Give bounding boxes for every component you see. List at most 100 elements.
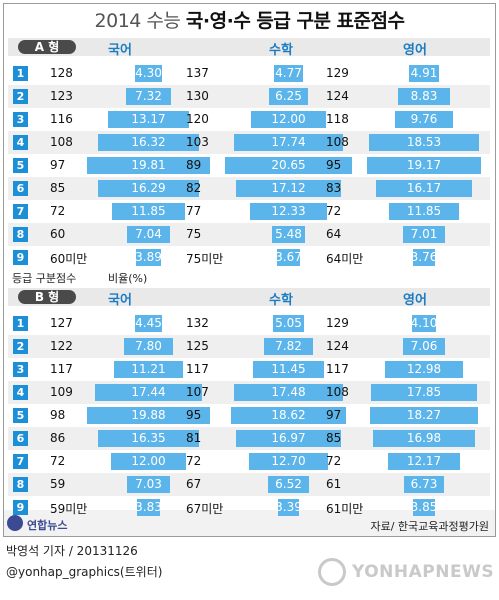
ratio-bar bbox=[366, 157, 482, 174]
grade-badge: 4 bbox=[13, 135, 28, 150]
ratio-label: 7.06 bbox=[410, 339, 438, 353]
grade-badge: 2 bbox=[13, 89, 28, 104]
ratio-label: 7.03 bbox=[135, 477, 162, 491]
cut-score: 122 bbox=[50, 339, 73, 353]
ratio-bar bbox=[236, 430, 341, 447]
ratio-bar bbox=[250, 203, 327, 220]
ratio-label: 18.27 bbox=[406, 408, 442, 422]
table-row: 4 108 16.32 103 17.74 108 18.53 bbox=[8, 131, 490, 154]
ratio-label: 12.70 bbox=[271, 454, 306, 468]
ratio-label: 7.82 bbox=[275, 339, 302, 353]
section-header: B 형 bbox=[8, 288, 490, 306]
table-row: 9 59미만 3.83 67미만 3.39 61미만 3.85 bbox=[8, 496, 490, 519]
cut-score: 97 bbox=[326, 408, 342, 422]
ratio-label: 3.67 bbox=[275, 250, 302, 264]
ratio-bar bbox=[111, 453, 186, 470]
table-row: 7 72 12.00 72 12.70 72 12.17 bbox=[8, 450, 490, 473]
cut-score: 108 bbox=[326, 135, 349, 149]
table-row: 3 117 11.21 117 11.45 117 12.98 bbox=[8, 358, 490, 381]
cut-score: 59미만 bbox=[50, 502, 88, 516]
yonhap-logo-icon bbox=[7, 515, 23, 531]
cut-score: 128 bbox=[50, 66, 73, 80]
ratio-bar bbox=[98, 180, 199, 197]
table-row: 2 122 7.80 125 7.82 124 7.06 bbox=[8, 335, 490, 358]
subject-label: 국어 bbox=[108, 293, 132, 308]
grade-badge: 2 bbox=[13, 339, 28, 354]
ratio-label: 12.00 bbox=[131, 454, 166, 468]
grade-badge: 7 bbox=[13, 454, 28, 469]
cut-score: 108 bbox=[50, 135, 73, 149]
ratio-label: 4.10 bbox=[410, 316, 438, 330]
ratio-label: 12.00 bbox=[271, 112, 306, 126]
ratio-bar bbox=[397, 88, 451, 105]
grade-badge: 6 bbox=[13, 431, 28, 446]
ratio-label: 16.35 bbox=[131, 431, 166, 445]
cut-score: 103 bbox=[186, 135, 209, 149]
ratio-bar bbox=[375, 180, 473, 197]
cut-score: 95 bbox=[326, 158, 342, 172]
cut-score: 85 bbox=[326, 431, 342, 445]
ratio-bar bbox=[368, 134, 480, 151]
ratio-bar bbox=[388, 203, 460, 220]
ratio-label: 17.85 bbox=[406, 385, 442, 399]
ratio-bar bbox=[97, 430, 200, 447]
section-header: A 형 bbox=[8, 38, 490, 56]
ratio-bar bbox=[264, 338, 313, 355]
cut-score: 117 bbox=[326, 362, 349, 376]
ratio-label: 7.01 bbox=[410, 227, 438, 241]
title-bold: 국·영·수 등급 구분 표준점수 bbox=[185, 10, 405, 32]
grade-badge: 4 bbox=[13, 385, 28, 400]
cut-score: 130 bbox=[186, 89, 209, 103]
ratio-label: 6.52 bbox=[275, 477, 302, 491]
ratio-bar bbox=[87, 157, 210, 174]
ratio-bar bbox=[369, 407, 479, 424]
cut-score: 129 bbox=[326, 66, 349, 80]
ratio-label: 16.29 bbox=[131, 181, 166, 195]
ratio-bar bbox=[278, 499, 299, 516]
ratio-bar bbox=[124, 338, 173, 355]
ratio-bar bbox=[126, 476, 171, 493]
table-row: 8 60 7.04 75 5.48 64 7.01 bbox=[8, 223, 490, 246]
ratio-label: 11.45 bbox=[271, 362, 306, 376]
cut-score: 67미만 bbox=[186, 502, 224, 516]
cut-score: 82 bbox=[186, 181, 202, 195]
ratio-label: 16.97 bbox=[271, 431, 306, 445]
cut-score: 89 bbox=[186, 158, 202, 172]
ratio-bar bbox=[111, 203, 186, 220]
cut-score: 109 bbox=[50, 385, 73, 399]
ratio-bar bbox=[277, 249, 300, 266]
table-row: 3 116 13.17 120 12.00 118 9.76 bbox=[8, 108, 490, 131]
ratio-bar bbox=[113, 361, 184, 378]
ratio-bar bbox=[409, 65, 439, 82]
ratio-label: 3.39 bbox=[275, 500, 302, 514]
cut-score: 60 bbox=[50, 227, 66, 241]
cut-score: 125 bbox=[186, 339, 209, 353]
cut-score: 86 bbox=[50, 431, 66, 445]
cut-score: 117 bbox=[186, 362, 209, 376]
cut-score: 108 bbox=[326, 385, 349, 399]
grade-badge: 5 bbox=[13, 158, 28, 173]
ratio-label: 8.83 bbox=[410, 89, 438, 103]
ratio-bar bbox=[394, 111, 454, 128]
ratio-bar bbox=[98, 134, 199, 151]
ratio-label: 7.80 bbox=[135, 339, 162, 353]
table-row: 1 127 4.45 132 5.05 129 4.10 bbox=[8, 312, 490, 335]
ratio-bar bbox=[412, 499, 436, 516]
cut-score: 98 bbox=[50, 408, 66, 422]
grade-badge: 6 bbox=[13, 181, 28, 196]
ratio-label: 12.33 bbox=[271, 204, 306, 218]
cut-score: 137 bbox=[186, 66, 209, 80]
ratio-label: 7.32 bbox=[135, 89, 162, 103]
ratio-bar bbox=[402, 338, 445, 355]
cut-score: 61 bbox=[326, 477, 342, 491]
ratio-label: 5.48 bbox=[275, 227, 302, 241]
grade-badge: 3 bbox=[13, 362, 28, 377]
cut-score: 72 bbox=[326, 204, 342, 218]
grade-badge: 7 bbox=[13, 204, 28, 219]
subject-label: 영어 bbox=[403, 43, 427, 58]
title-light: 2014 수능 bbox=[94, 10, 186, 32]
cut-score: 124 bbox=[326, 89, 349, 103]
section-label: B 형 bbox=[18, 290, 76, 304]
cut-score: 75미만 bbox=[186, 252, 224, 266]
